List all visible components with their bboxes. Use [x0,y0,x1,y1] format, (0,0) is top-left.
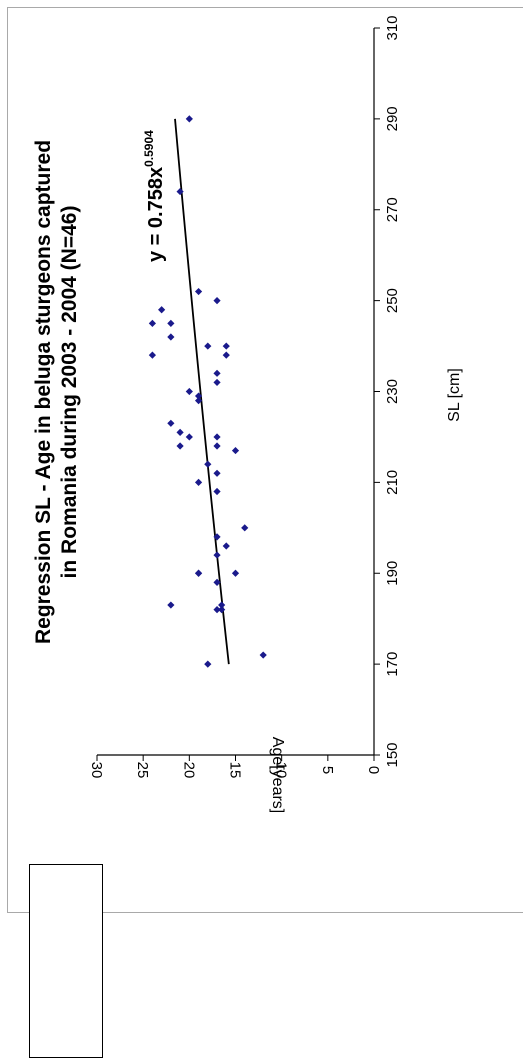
x-tick-label: 250 [384,288,401,313]
data-point [218,601,226,609]
axes [97,28,375,756]
data-point [213,487,221,496]
data-point [259,651,267,659]
data-point [213,369,221,377]
data-point [218,606,226,614]
data-point [213,297,221,305]
data-point [213,378,221,387]
data-point [185,433,193,441]
y-tick-label: 10 [273,762,290,779]
data-point [194,569,203,577]
data-point [194,396,203,405]
y-tick-label: 0 [365,766,382,774]
data-point [176,442,184,450]
data-point [167,601,175,609]
data-point [176,187,184,196]
data-point [148,351,156,359]
data-point [167,333,175,341]
data-point [213,469,221,477]
x-tick-label: 190 [384,561,401,586]
x-tick-label: 310 [384,15,401,40]
trendline-group [174,118,230,665]
data-points [148,115,267,668]
data-point [241,524,249,532]
data-point [213,533,221,541]
trendline-equation: y = 0.758x0.5904 [142,130,167,262]
data-point [185,115,193,123]
x-axis-ticks: 150 170 190 210 230 250 270 290 310 [374,15,401,768]
y-axis-ticks: 0 5 10 15 20 25 30 [88,755,382,778]
data-point [167,319,175,327]
data-point [185,387,193,396]
data-point [158,306,166,314]
chart-area-frame [7,7,523,913]
data-point [204,342,212,350]
y-tick-label: 30 [88,762,105,779]
y-tick-label: 15 [227,762,244,779]
x-tick-label: 150 [384,742,401,767]
data-point [213,606,221,614]
y-tick-label: 25 [134,762,151,779]
chart-title-line-2: in Romania during 2003 - 2004 (N=46) [58,206,81,579]
x-tick-label: 230 [384,379,401,404]
x-tick-label: 210 [384,470,401,495]
empty-box [29,864,103,1058]
data-point [194,392,203,400]
data-point [213,578,221,586]
data-point [204,460,212,468]
y-axis-title: Age[years] [269,737,286,813]
x-tick-label: 270 [384,197,401,222]
data-point [222,342,230,350]
trendline [174,118,230,665]
y-tick-label: 20 [180,762,197,779]
data-point [231,569,240,577]
data-point [176,428,184,436]
data-point [213,433,221,441]
data-point [167,419,175,427]
data-point [213,442,221,450]
y-tick-label: 5 [319,766,336,774]
data-point [231,446,240,455]
data-point [204,660,212,668]
data-point [194,287,203,296]
data-point [148,319,156,327]
x-axis-title: SL [cm] [446,368,463,422]
equation-base: y = 0.758x [145,167,167,262]
x-tick-label: 290 [384,106,401,131]
equation-exponent: 0.5904 [142,130,156,167]
chart-title-line-1: Regression SL - Age in beluga sturgeons … [32,140,55,644]
x-tick-label: 170 [384,652,401,677]
data-point [222,542,230,550]
data-point [194,478,203,486]
data-point [213,551,221,559]
data-point [222,351,230,359]
